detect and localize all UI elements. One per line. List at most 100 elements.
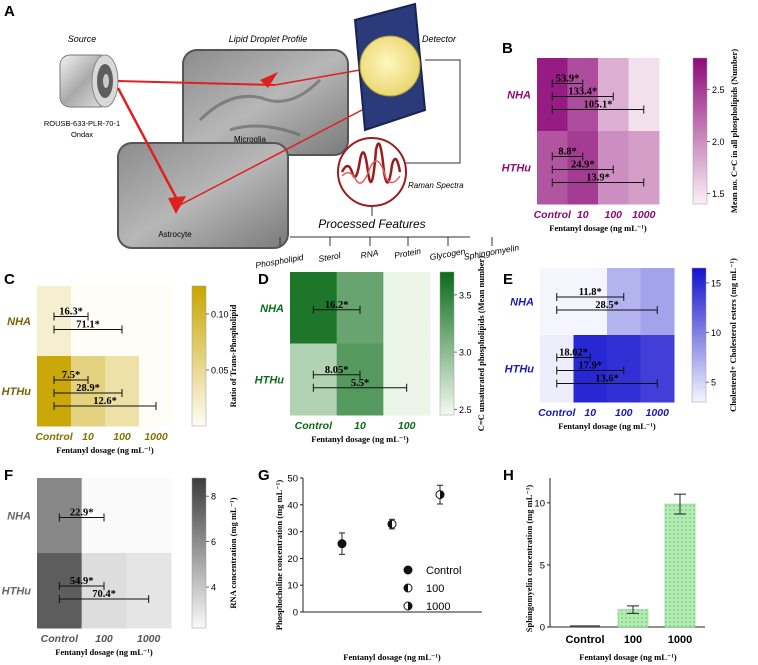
source-model: ROUSB-633-PLR-70-1 xyxy=(44,119,120,128)
x-axis-label: Fentanyl dosage (ng mL⁻¹) xyxy=(55,647,153,657)
significance-label: 17.9* xyxy=(578,361,602,372)
row-label-hthu: HTHu xyxy=(2,386,32,398)
colorbar-tick-label: 2.0 xyxy=(712,137,725,147)
heatmap-cell xyxy=(607,268,641,336)
column-label: 100 xyxy=(95,633,113,645)
panel-label-f: F xyxy=(4,467,13,484)
marker-outline xyxy=(337,539,347,549)
heatmap-cell xyxy=(81,553,127,629)
bar xyxy=(664,503,696,628)
legend-label: Control xyxy=(426,565,461,577)
heatmap-cell xyxy=(567,131,599,205)
heatmap-cell xyxy=(628,131,660,205)
colorbar-tick-label: 6 xyxy=(211,537,216,547)
colorbar-tick-label: 3.5 xyxy=(459,290,472,300)
heatmap-cell xyxy=(37,286,72,357)
microglia-label: Microglia xyxy=(234,135,267,144)
panel-g-scatter: G 0 10 20 30 40 50 Control 100 1000 Fentanyl dosa… xyxy=(258,467,482,662)
marker-fill xyxy=(404,584,408,592)
colorbar xyxy=(691,267,707,403)
column-label: 100 xyxy=(615,407,633,419)
significance-label: 133.4* xyxy=(568,87,597,98)
feature-label-sterol: Sterol xyxy=(318,250,343,264)
significance-label: 7.5* xyxy=(62,370,80,381)
legend-marker xyxy=(403,583,413,593)
astrocyte-label: Astrocyte xyxy=(158,230,192,239)
x-tick-label: 100 xyxy=(624,634,642,646)
y-tick-label: 30 xyxy=(287,527,298,538)
astrocyte-image xyxy=(117,142,289,249)
heatmap-cell xyxy=(336,343,384,416)
heatmap-cell xyxy=(567,58,599,132)
feature-label-glycogen: Glycogen xyxy=(429,246,466,262)
heatmap-cell xyxy=(640,335,675,403)
panel-label-a: A xyxy=(4,3,15,20)
y-tick-label: 40 xyxy=(287,500,298,511)
colorbar-label: Cholesterol+ Cholesterol esters (mg mL⁻¹… xyxy=(728,258,738,412)
x-axis-label: Fentanyl dosage (ng mL⁻¹) xyxy=(579,652,677,662)
heatmap-cell xyxy=(640,268,675,336)
significance-label: 28.5* xyxy=(595,300,619,311)
colorbar xyxy=(191,285,207,427)
colorbar-tick-label: 3.0 xyxy=(459,348,472,358)
y-axis-label: Sphingomyelin concentration (mg mL⁻¹) xyxy=(524,485,534,633)
row-label-hthu: HTHu xyxy=(502,163,532,175)
y-tick-label: 0 xyxy=(540,623,545,634)
microglia-image xyxy=(182,49,349,156)
heatmap-cell xyxy=(71,286,106,357)
lipid-droplet-title: Lipid Droplet Profile xyxy=(229,34,308,44)
row-label-hthu: HTHu xyxy=(505,364,535,376)
raman-spectra-label: Raman Spectra xyxy=(408,181,464,190)
heatmap-cell xyxy=(126,478,172,554)
x-axis-label: Fentanyl dosage (ng mL⁻¹) xyxy=(311,434,409,444)
y-tick-label: 5 xyxy=(540,560,545,571)
source-title: Source xyxy=(68,34,97,44)
significance-label: 8.8* xyxy=(558,147,576,158)
x-axis-label: Fentanyl dosage (ng mL⁻¹) xyxy=(56,445,154,455)
significance-label: 18.02* xyxy=(559,348,588,359)
detector-connector xyxy=(405,59,461,164)
legend-marker xyxy=(403,565,413,575)
colorbar xyxy=(191,477,207,629)
column-label: 1000 xyxy=(144,431,168,443)
marker-fill xyxy=(388,520,392,529)
significance-label: 71.1* xyxy=(76,320,100,331)
heatmap-cell xyxy=(105,286,140,357)
y-tick-label: 10 xyxy=(287,581,298,592)
marker-fill xyxy=(440,490,444,499)
marker-fill xyxy=(408,602,412,610)
colorbar-label: Ratio of Trans-Phospholipid xyxy=(228,304,238,407)
feature-label-rna: RNA xyxy=(360,248,380,261)
column-label: 1000 xyxy=(632,209,656,221)
column-label: 10 xyxy=(82,431,94,443)
column-label: Control xyxy=(295,420,333,432)
heatmap-cell xyxy=(573,335,608,403)
column-label: 10 xyxy=(577,209,589,221)
column-label: 10 xyxy=(584,407,596,419)
legend-label: 100 xyxy=(426,583,444,595)
colorbar-tick-label: 0.05 xyxy=(211,366,229,376)
significance-label: 5.5* xyxy=(351,378,369,389)
column-label: Control xyxy=(538,407,576,419)
heatmap-cell xyxy=(139,286,174,357)
detector-label: Detector xyxy=(422,34,457,44)
significance-label: 22.9* xyxy=(70,508,94,519)
row-label-nha: NHA xyxy=(7,316,31,328)
heatmap-cell xyxy=(573,268,608,336)
panel-b-heatmap: B NHA HTHu Control 10 100 1000 Fentanyl dosage… xyxy=(502,40,739,233)
heatmap-cell xyxy=(71,356,106,427)
panel-label-b: B xyxy=(502,40,513,57)
row-label-nha: NHA xyxy=(507,90,531,102)
significance-label: 8.05* xyxy=(325,365,349,376)
data-point-1000 xyxy=(435,490,445,500)
x-tick-label: 1000 xyxy=(668,634,692,646)
panel-label-e: E xyxy=(503,271,513,288)
column-label: 10 xyxy=(354,420,366,432)
panel-label-h: H xyxy=(503,467,514,484)
column-label: Control xyxy=(35,431,73,443)
y-tick-label: 10 xyxy=(534,498,545,509)
column-label: 100 xyxy=(113,431,131,443)
legend-marker xyxy=(403,601,413,611)
x-axis-label: Fentanyl dosage (ng mL⁻¹) xyxy=(343,652,441,662)
